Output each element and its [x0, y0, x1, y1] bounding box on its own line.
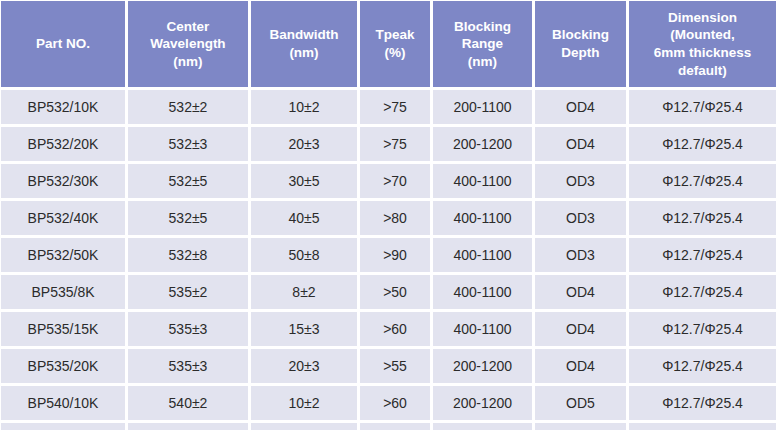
cell-dimension: Φ12.7/Φ25.4 — [629, 201, 776, 235]
col-header-bandwidth: Bandwidth (nm) — [251, 1, 357, 87]
cutoff-cell — [128, 423, 248, 430]
cutoff-cell — [433, 423, 532, 430]
cell-bandwidth: 8±2 — [251, 275, 357, 309]
col-header-blocking-range: Blocking Range (nm) — [433, 1, 532, 87]
cell-bandwidth: 10±2 — [251, 90, 357, 124]
cell-dimension: Φ12.7/Φ25.4 — [629, 349, 776, 383]
cell-part-no: BP532/40K — [1, 201, 125, 235]
cell-center-wavelength: 535±3 — [128, 349, 248, 383]
cell-tpeak: >75 — [360, 90, 430, 124]
cell-dimension: Φ12.7/Φ25.4 — [629, 164, 776, 198]
cell-part-no: BP535/20K — [1, 349, 125, 383]
cell-bandwidth: 15±3 — [251, 312, 357, 346]
cutoff-cell — [1, 423, 125, 430]
cell-center-wavelength: 540±2 — [128, 386, 248, 420]
cell-dimension: Φ12.7/Φ25.4 — [629, 238, 776, 272]
cell-center-wavelength: 532±5 — [128, 201, 248, 235]
cell-blocking-depth: OD4 — [535, 275, 626, 309]
cell-blocking-depth: OD4 — [535, 312, 626, 346]
page: Part NO. Center Wavelength (nm) Bandwidt… — [0, 0, 777, 431]
cell-dimension: Φ12.7/Φ25.4 — [629, 90, 776, 124]
cell-part-no: BP532/50K — [1, 238, 125, 272]
cell-dimension: Φ12.7/Φ25.4 — [629, 312, 776, 346]
cell-bandwidth: 10±2 — [251, 386, 357, 420]
col-header-blocking-depth: Blocking Depth — [535, 1, 626, 87]
cell-blocking-range: 400-1100 — [433, 238, 532, 272]
cell-center-wavelength: 535±3 — [128, 312, 248, 346]
col-header-dimension: Dimension (Mounted, 6mm thickness defaul… — [629, 1, 776, 87]
cell-part-no: BP535/15K — [1, 312, 125, 346]
cell-dimension: Φ12.7/Φ25.4 — [629, 275, 776, 309]
cell-blocking-range: 400-1100 — [433, 312, 532, 346]
cell-tpeak: >75 — [360, 127, 430, 161]
cell-part-no: BP540/10K — [1, 386, 125, 420]
cell-tpeak: >80 — [360, 201, 430, 235]
cell-dimension: Φ12.7/Φ25.4 — [629, 386, 776, 420]
cell-blocking-depth: OD3 — [535, 164, 626, 198]
cell-blocking-depth: OD4 — [535, 127, 626, 161]
cutoff-cell — [251, 423, 357, 430]
cutoff-cell — [360, 423, 430, 430]
cell-tpeak: >60 — [360, 386, 430, 420]
cutoff-cell — [629, 423, 776, 430]
cutoff-cell — [535, 423, 626, 430]
cell-tpeak: >70 — [360, 164, 430, 198]
cell-center-wavelength: 532±5 — [128, 164, 248, 198]
cell-part-no: BP532/20K — [1, 127, 125, 161]
cell-part-no: BP532/10K — [1, 90, 125, 124]
cell-center-wavelength: 532±8 — [128, 238, 248, 272]
cell-tpeak: >90 — [360, 238, 430, 272]
cell-bandwidth: 20±3 — [251, 127, 357, 161]
cell-part-no: BP535/8K — [1, 275, 125, 309]
col-header-center-wavelength: Center Wavelength (nm) — [128, 1, 248, 87]
cell-bandwidth: 20±3 — [251, 349, 357, 383]
cell-center-wavelength: 532±2 — [128, 90, 248, 124]
cell-blocking-depth: OD4 — [535, 90, 626, 124]
cell-blocking-range: 200-1200 — [433, 127, 532, 161]
cell-blocking-range: 200-1200 — [433, 349, 532, 383]
cell-blocking-depth: OD3 — [535, 238, 626, 272]
cell-blocking-range: 400-1100 — [433, 275, 532, 309]
filter-spec-table: Part NO. Center Wavelength (nm) Bandwidt… — [0, 0, 777, 431]
cell-blocking-range: 200-1100 — [433, 90, 532, 124]
cell-tpeak: >55 — [360, 349, 430, 383]
cell-tpeak: >60 — [360, 312, 430, 346]
cell-center-wavelength: 532±3 — [128, 127, 248, 161]
cell-bandwidth: 30±5 — [251, 164, 357, 198]
cell-tpeak: >50 — [360, 275, 430, 309]
cell-part-no: BP532/30K — [1, 164, 125, 198]
col-header-tpeak: Tpeak (%) — [360, 1, 430, 87]
cell-bandwidth: 50±8 — [251, 238, 357, 272]
cell-blocking-range: 200-1200 — [433, 386, 532, 420]
cell-center-wavelength: 535±2 — [128, 275, 248, 309]
cell-blocking-range: 400-1100 — [433, 201, 532, 235]
cell-blocking-depth: OD5 — [535, 386, 626, 420]
cell-dimension: Φ12.7/Φ25.4 — [629, 127, 776, 161]
cell-bandwidth: 40±5 — [251, 201, 357, 235]
cell-blocking-depth: OD4 — [535, 349, 626, 383]
cell-blocking-range: 400-1100 — [433, 164, 532, 198]
col-header-part-no: Part NO. — [1, 1, 125, 87]
cell-blocking-depth: OD3 — [535, 201, 626, 235]
